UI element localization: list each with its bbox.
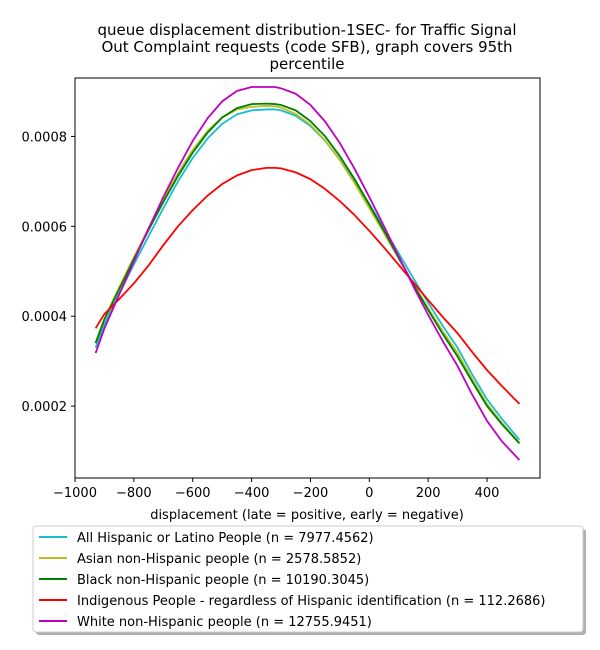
x-tick-label: −600 (175, 486, 211, 501)
series-line-2 (94, 102, 521, 444)
y-tick-label: 0.0008 (22, 130, 68, 145)
legend-label-3: Indigenous People - regardless of Hispan… (77, 594, 546, 609)
legend-label-4: White non-Hispanic people (n = 12755.945… (77, 615, 372, 630)
legend-label-2: Black non-Hispanic people (n = 10190.304… (77, 573, 369, 588)
series-line-3 (94, 166, 521, 405)
y-tick-label: 0.0002 (22, 400, 68, 415)
x-tick-label: −200 (293, 486, 329, 501)
x-tick-label: 200 (416, 486, 441, 501)
x-tick-label: −800 (116, 486, 152, 501)
series-line-4 (94, 86, 521, 461)
axes-frame (74, 77, 541, 479)
y-tick-label: 0.0006 (22, 220, 68, 235)
plot-area: −1000 −800 −600 −400 −200 0 200 400 0.0002 0.0004… (22, 77, 541, 501)
x-tick-label: −1000 (53, 486, 97, 501)
legend: All Hispanic or Latino People (n = 7977.… (32, 525, 586, 635)
x-tick-label: 400 (475, 486, 500, 501)
chart-title-line-3: percentile (269, 55, 344, 73)
legend-label-1: Asian non-Hispanic people (n = 2578.5852… (77, 552, 361, 567)
legend-label-0: All Hispanic or Latino People (n = 7977.… (77, 531, 374, 546)
x-tick-label: 0 (365, 486, 373, 501)
x-axis-label: displacement (late = positive, early = n… (150, 508, 464, 523)
x-tick-label: −400 (234, 486, 270, 501)
series-line-0 (94, 108, 521, 441)
legend-frame (32, 525, 584, 633)
chart-title-line-1: queue displacement distribution-1SEC- fo… (97, 21, 516, 39)
chart-title: queue displacement distribution-1SEC- fo… (97, 21, 516, 73)
y-tick-label: 0.0004 (22, 310, 68, 325)
series-line-1 (94, 104, 521, 444)
chart-title-line-2: Out Complaint requests (code SFB), graph… (101, 38, 512, 56)
